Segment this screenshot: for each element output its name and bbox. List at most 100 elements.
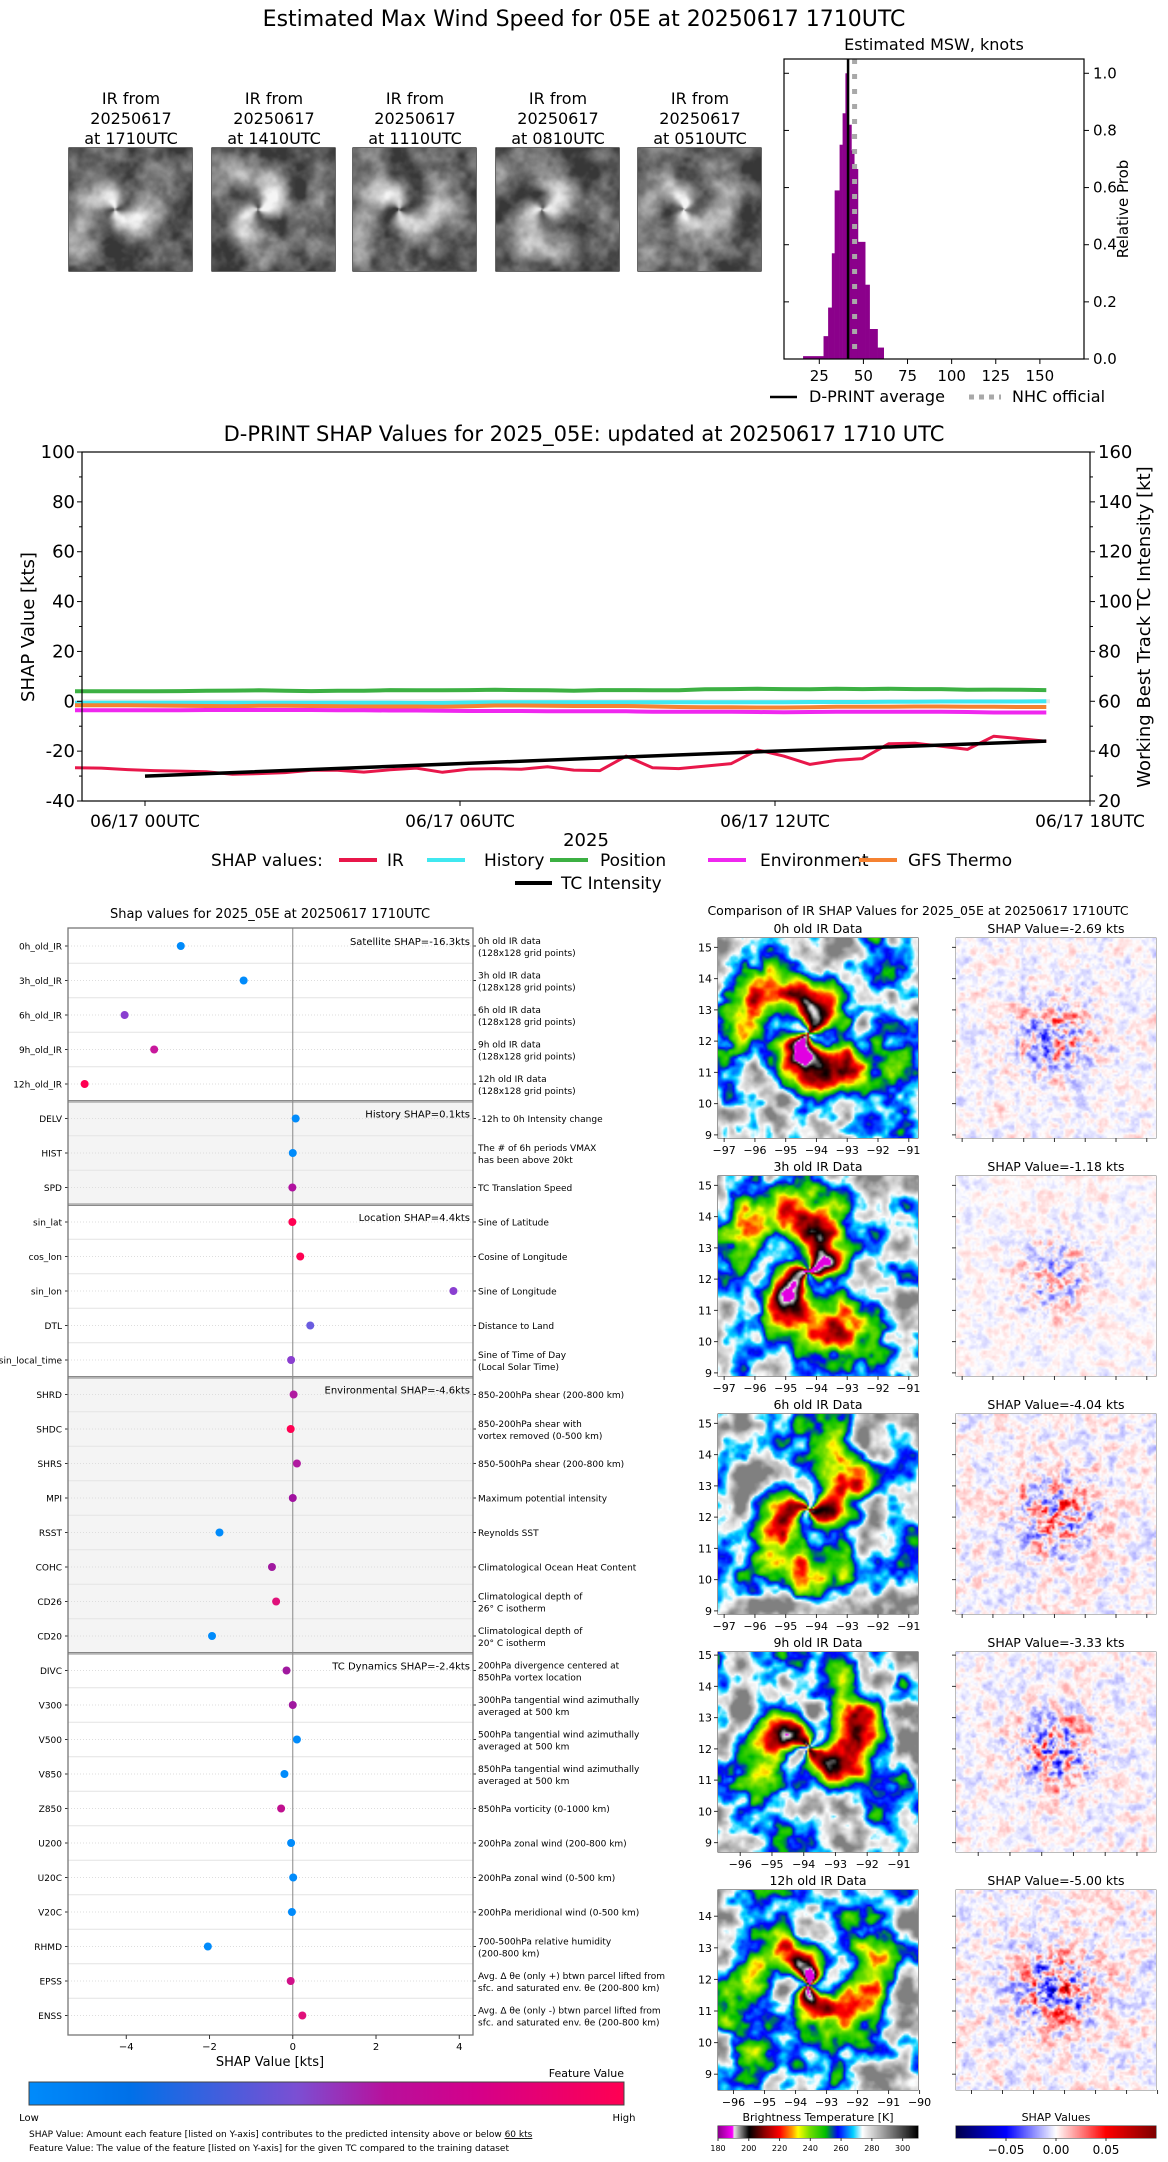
feature-shap-dot (215, 1528, 224, 1537)
feature-name: EPSS (39, 1978, 62, 1988)
lon-tick-label: −96 (743, 1144, 766, 1157)
feature-shap-dot (280, 1770, 289, 1778)
legend-tc-intensity-label: TC Intensity (560, 874, 662, 894)
thumbnail-title-line1: IR from (671, 89, 729, 108)
y-tick-label: 60 (52, 542, 75, 563)
shap-map-image (956, 1890, 1156, 2090)
y2-tick-label: 100 (1098, 592, 1132, 613)
legend-gfs-thermo-label: GFS Thermo (908, 851, 1012, 871)
feature-name: COHC (36, 1564, 62, 1574)
colorbar-low: Low (19, 2113, 39, 2124)
thumbnail-title-line3: at 1410UTC (227, 129, 321, 148)
feature-description: -12h to 0h Intensity change (478, 1115, 603, 1125)
group-background (68, 1653, 473, 2035)
tc-intensity-line (144, 739, 1047, 778)
feature-description: 20° C isotherm (478, 1639, 546, 1649)
feature-description: 9h old IR data (478, 1041, 541, 1051)
histogram-bar (869, 329, 878, 359)
thumbnail-title-line3: at 1110UTC (368, 129, 462, 148)
x-tick-label: 0 (290, 2042, 296, 2053)
lon-tick-label: −94 (805, 1144, 828, 1157)
lon-tick-label: −95 (774, 1382, 797, 1395)
feature-shap-dot (80, 1080, 89, 1088)
feature-name: V20C (38, 1909, 62, 1919)
histogram-bar (828, 307, 833, 359)
bt-tick-label: 240 (803, 2144, 818, 2153)
shap-feature-plot: Shap values for 2025_05E at 20250617 171… (0, 907, 665, 2154)
feature-description: TC Translation Speed (477, 1184, 572, 1194)
lon-tick-label: −93 (836, 1144, 859, 1157)
ir-thumbnail-image (496, 148, 619, 271)
feature-shap-dot (289, 1390, 298, 1399)
ir-brightness-image (718, 1176, 918, 1376)
feature-name: cos_lon (29, 1253, 62, 1263)
feature-shap-dot (267, 1563, 276, 1571)
feature-description: 850-200hPa shear with (478, 1420, 582, 1430)
lon-tick-label: −91 (897, 1144, 920, 1157)
bt-tick-label: 220 (772, 2144, 787, 2153)
feature-shap-dot (208, 1632, 217, 1640)
lon-tick-label: −95 (774, 1144, 797, 1157)
feature-description: (128x128 grid points) (478, 1018, 576, 1028)
lat-tick-label: 15 (698, 941, 712, 954)
lon-tick-label: −94 (805, 1620, 828, 1633)
feature-description: sfc. and saturated env. θe (200-800 km) (478, 2019, 660, 2029)
thumbnail-title-line1: IR from (245, 89, 303, 108)
histogram-frame (783, 58, 1085, 360)
lat-tick-label: 15 (698, 1417, 712, 1430)
feature-description: 300hPa tangential wind azimuthally (478, 1696, 640, 1706)
feature-name: CD26 (37, 1598, 62, 1608)
lat-tick-label: 14 (698, 1211, 712, 1224)
thumbnail-title-line1: IR from (102, 89, 160, 108)
lat-tick-label: 10 (698, 1574, 712, 1587)
feature-name: SHRS (38, 1460, 63, 1470)
feature-plot-frame (67, 927, 474, 2036)
histogram-bar (877, 347, 885, 359)
feature-description: (128x128 grid points) (478, 949, 576, 959)
feature-name: 9h_old_IR (19, 1046, 62, 1056)
ir-brightness-image (718, 1652, 918, 1852)
y-tick-label: 40 (52, 592, 75, 613)
feature-shap-dot (288, 1183, 297, 1192)
feature-description: (128x128 grid points) (478, 984, 576, 994)
ir-thumbnail-image (212, 148, 335, 271)
y-tick-label: 0.4 (1093, 236, 1117, 254)
lon-tick-label: −95 (774, 1620, 797, 1633)
lat-tick-label: 13 (698, 1004, 712, 1017)
shap-map-image (956, 1652, 1156, 1852)
feature-description: Climatological depth of (478, 1593, 583, 1603)
feature-name: 12h_old_IR (13, 1081, 62, 1091)
y-tick-label: 1.0 (1093, 64, 1117, 82)
feature-description: 200hPa meridional wind (0-500 km) (478, 1909, 639, 1919)
feature-description: (128x128 grid points) (478, 1087, 576, 1097)
feature-description: Sine of Longitude (478, 1288, 557, 1298)
shap-colorbar-label: SHAP Values (1022, 2111, 1091, 2124)
histogram-bar (857, 241, 866, 359)
feature-name: RHMD (34, 1943, 62, 1953)
thumbnail-title-line2: 20250617 (233, 109, 314, 128)
legend-dprint-label: D-PRINT average (809, 387, 945, 406)
lon-tick-label: −97 (713, 1620, 736, 1633)
feature-description: Reynolds SST (478, 1529, 539, 1539)
x-tick-label: 06/17 18UTC (1035, 812, 1145, 832)
lat-tick-label: 11 (698, 1542, 712, 1555)
histogram-bar (848, 124, 852, 359)
feature-shap-dot (291, 1114, 300, 1123)
feature-shap-dot (288, 1149, 297, 1157)
feature-name: RSST (39, 1529, 63, 1539)
feature-description: 500hPa tangential wind azimuthally (478, 1731, 640, 1741)
group-background (68, 1101, 473, 1205)
y2-tick-label: 60 (1098, 691, 1121, 712)
thumbnail-title-line2: 20250617 (517, 109, 598, 128)
ir-thumbnail-image (638, 148, 761, 271)
lon-tick-label: −93 (836, 1382, 859, 1395)
feature-shap-dot (176, 942, 185, 950)
thumbnail-title-line2: 20250617 (659, 109, 740, 128)
histogram-bar (839, 144, 843, 359)
x-tick-label: 50 (854, 367, 873, 385)
feature-shap-dot (120, 1011, 129, 1019)
feature-description: Sine of Time of Day (478, 1351, 567, 1361)
feature-description: 850-500hPa shear (200-800 km) (478, 1460, 624, 1470)
feature-name: 6h_old_IR (19, 1012, 62, 1022)
